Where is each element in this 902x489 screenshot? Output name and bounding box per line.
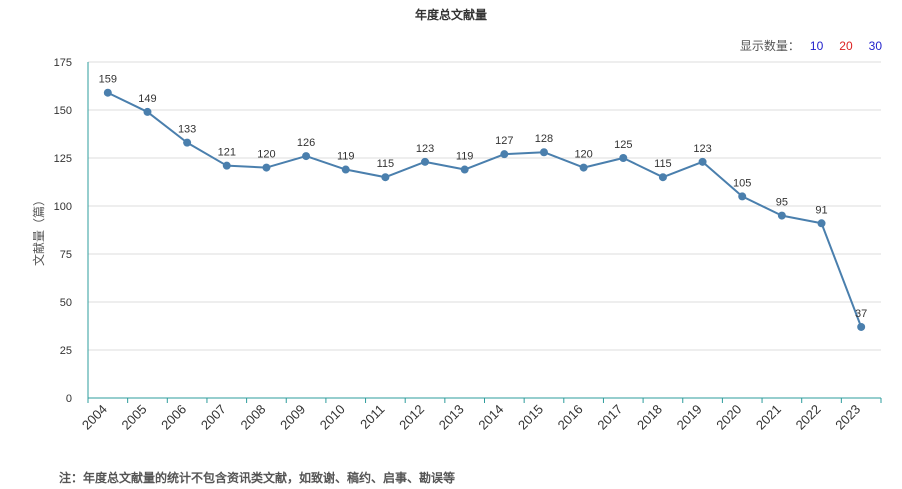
x-tick-label: 2019	[674, 402, 705, 433]
data-point	[738, 192, 747, 201]
data-label: 37	[855, 308, 867, 320]
data-point	[421, 157, 430, 166]
data-label: 127	[495, 135, 513, 147]
data-label: 119	[337, 151, 355, 163]
x-tick-label: 2005	[119, 402, 150, 433]
x-tick-label: 2020	[713, 402, 744, 433]
y-axis-label: 文献量（篇）	[31, 194, 46, 266]
y-tick-label: 100	[54, 201, 72, 213]
line-chart: 0 25 50 75 100 125 150 175 2004 2005 2006 2007 2008 2…	[31, 57, 882, 433]
data-label: 115	[377, 158, 395, 170]
x-tick-label: 2018	[634, 402, 665, 433]
data-point	[183, 138, 192, 147]
data-label: 119	[456, 151, 474, 163]
x-tick-label: 2007	[198, 402, 229, 433]
data-label: 115	[654, 158, 672, 170]
display-count-option-30[interactable]: 30	[868, 38, 882, 53]
y-tick-label: 150	[54, 105, 72, 117]
x-tick-label: 2017	[594, 402, 625, 433]
x-tick-label: 2010	[317, 402, 348, 433]
x-tick-label: 2022	[793, 402, 824, 433]
data-label: 91	[815, 204, 827, 216]
footnote: 注：年度总文献量的统计不包含资讯类文献，如致谢、稿约、启事、勘误等	[59, 471, 456, 485]
data-point	[857, 322, 866, 331]
chart-title: 年度总文献量	[414, 8, 487, 22]
data-point	[381, 173, 390, 182]
x-tick-label: 2006	[158, 402, 189, 433]
x-tick-label: 2012	[396, 402, 427, 433]
x-tick-label: 2008	[237, 402, 268, 433]
data-point	[143, 107, 152, 116]
data-label: 159	[99, 74, 117, 86]
y-tick-label: 50	[60, 297, 72, 309]
data-point	[777, 211, 786, 220]
data-point	[222, 161, 231, 170]
x-tick-label: 2004	[79, 402, 110, 433]
display-count-label: 显示数量：	[739, 39, 800, 53]
data-point	[539, 148, 548, 157]
x-tick-label: 2013	[436, 402, 467, 433]
data-point	[103, 88, 112, 97]
series-line	[107, 91, 863, 328]
data-point	[500, 150, 509, 159]
x-tick-label: 2014	[475, 402, 506, 433]
y-tick-label: 25	[60, 345, 72, 357]
data-point	[817, 219, 826, 228]
data-label: 121	[218, 147, 236, 159]
data-label: 126	[297, 137, 315, 149]
data-point	[619, 154, 628, 162]
data-label: 105	[733, 177, 751, 189]
data-point	[302, 152, 311, 161]
data-label: 125	[614, 139, 632, 151]
data-point	[460, 165, 469, 174]
data-label: 123	[693, 143, 711, 155]
data-label: 133	[178, 124, 196, 136]
y-tick-label: 125	[54, 153, 72, 165]
x-tick-label: 2009	[277, 402, 308, 433]
x-tick-label: 2023	[832, 402, 863, 433]
x-tick-label: 2011	[357, 402, 387, 432]
y-tick-label: 0	[66, 393, 72, 405]
data-point	[658, 173, 667, 182]
data-point	[341, 165, 350, 174]
y-tick-label: 75	[60, 249, 72, 261]
data-label: 128	[535, 133, 553, 145]
data-point	[579, 163, 588, 172]
data-label: 95	[776, 197, 788, 209]
data-label: 120	[257, 149, 275, 161]
display-count-option-20[interactable]: 20	[839, 38, 853, 53]
display-count-selector: 显示数量： 10 20 30	[740, 37, 882, 54]
data-point	[262, 163, 271, 172]
y-tick-label: 175	[54, 57, 72, 69]
x-tick-label: 2016	[555, 402, 586, 433]
data-label: 120	[574, 149, 592, 161]
x-tick-label: 2021	[753, 402, 784, 433]
x-tick-label: 2015	[515, 402, 546, 433]
data-label: 123	[416, 143, 434, 155]
data-label: 149	[138, 93, 156, 105]
display-count-option-10[interactable]: 10	[809, 38, 824, 53]
data-point	[698, 157, 707, 166]
